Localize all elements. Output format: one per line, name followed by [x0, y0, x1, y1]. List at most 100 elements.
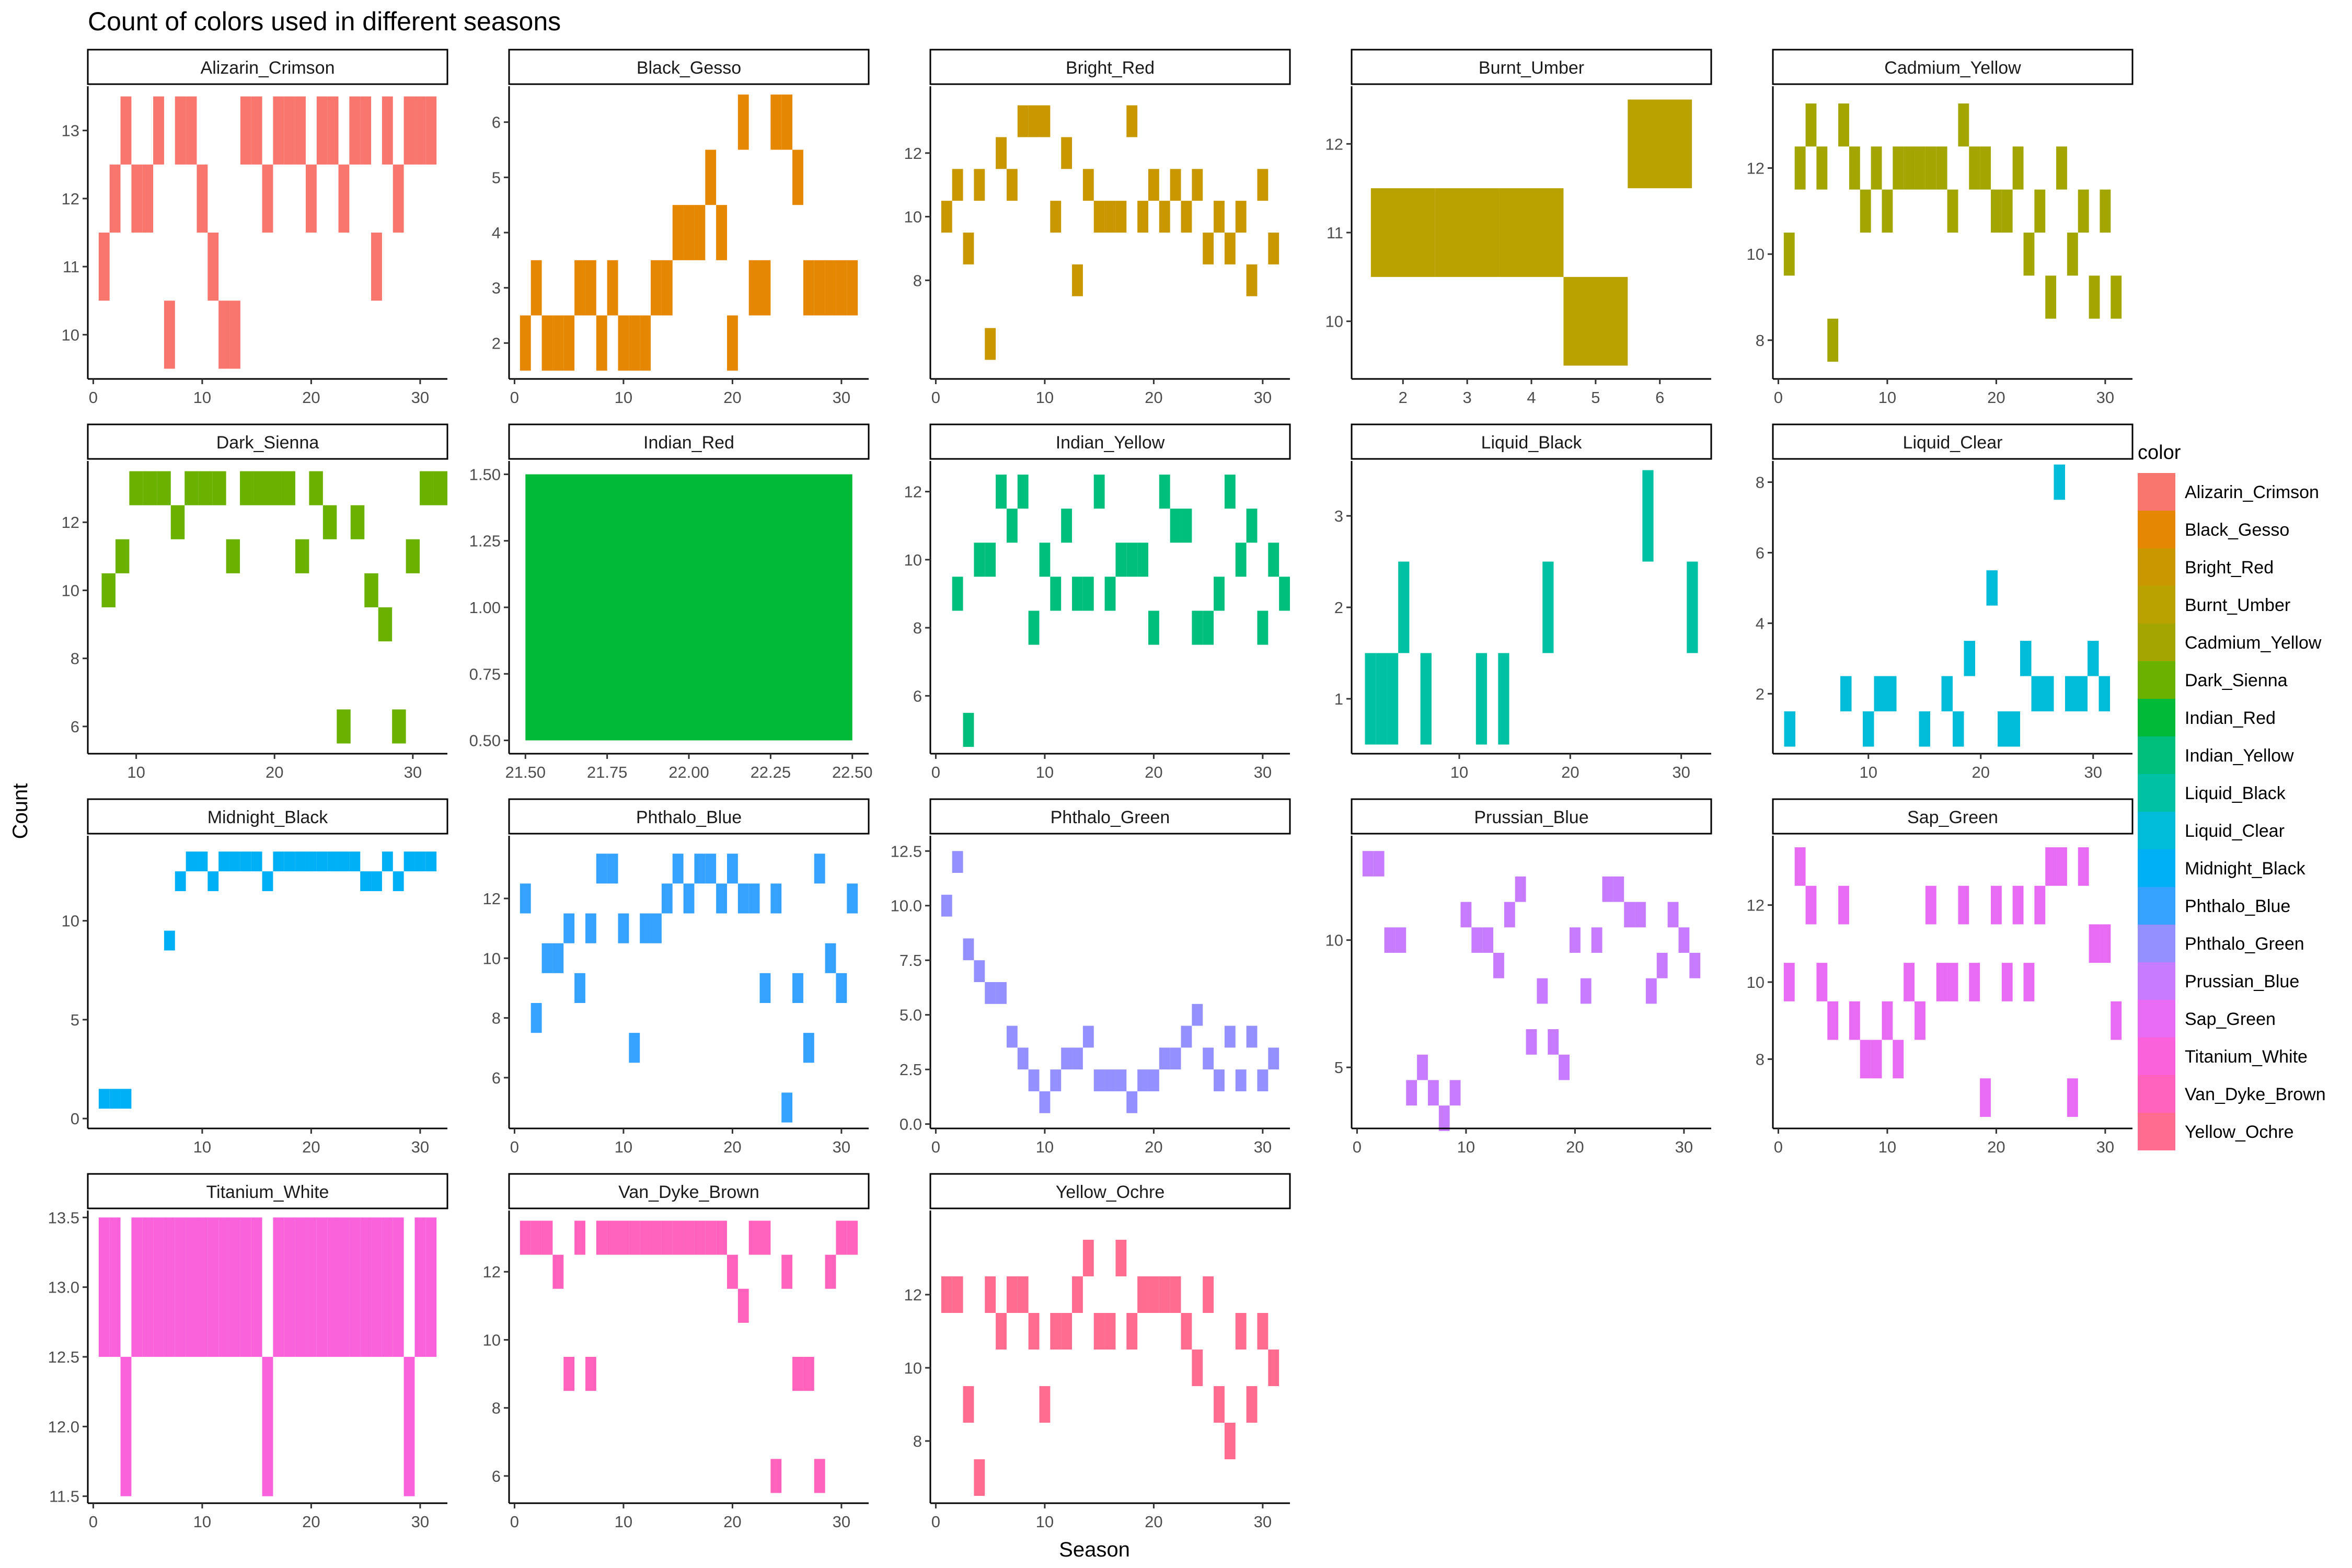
y-tick-label: 10	[62, 326, 79, 344]
heat-tile	[531, 260, 542, 316]
heat-tile	[1645, 978, 1657, 1004]
heat-tile	[207, 871, 219, 891]
x-tick-label: 0	[931, 1513, 940, 1531]
heat-tile	[1028, 610, 1040, 645]
heat-tile	[2001, 189, 2013, 233]
y-tick-label: 3	[1334, 507, 1343, 525]
legend-item: Midnight_Black	[2138, 849, 2306, 887]
facet-strip	[508, 49, 870, 85]
heat-tile	[316, 96, 328, 165]
heat-tile	[803, 1033, 814, 1063]
heat-tile	[1082, 1240, 1094, 1276]
heat-tile	[1559, 1054, 1570, 1080]
heat-tile	[1235, 1069, 1247, 1091]
heat-tile	[1591, 927, 1602, 953]
heat-tile	[1137, 1276, 1148, 1313]
heat-tile	[1061, 1313, 1073, 1350]
heat-tile	[952, 169, 963, 201]
heat-tile	[1039, 1386, 1051, 1423]
x-tick-label: 10	[1878, 388, 1896, 407]
heat-tile	[716, 1220, 727, 1255]
heat-tile	[1628, 99, 1692, 189]
y-tick-label: 8	[913, 271, 922, 290]
heat-tile	[1919, 711, 1930, 747]
heat-tile	[574, 973, 585, 1003]
legend-item: Bright_Red	[2138, 548, 2274, 586]
heat-tile	[737, 883, 749, 914]
heat-tile	[212, 471, 226, 505]
heat-tile	[305, 164, 317, 233]
heat-tile	[433, 471, 447, 505]
heat-tile	[1148, 1276, 1159, 1313]
heat-tile	[1893, 146, 1904, 190]
x-tick-label: 20	[1972, 763, 1990, 781]
heat-tile	[672, 205, 684, 260]
x-tick-label: 10	[1450, 763, 1468, 781]
heat-tile	[1915, 146, 1926, 190]
heat-tile	[2089, 275, 2100, 319]
facet-strip	[1351, 49, 1712, 85]
heat-tile	[1126, 105, 1138, 137]
heat-tile	[1104, 1069, 1116, 1091]
heat-tile	[1849, 1001, 1860, 1040]
heat-tile	[1257, 1313, 1269, 1350]
heat-tile	[963, 233, 974, 264]
heat-tile	[1827, 318, 1839, 362]
heat-tile	[1871, 146, 1882, 190]
heat-tile	[651, 1220, 662, 1255]
heat-tile	[963, 712, 974, 747]
heat-tile	[115, 539, 130, 573]
chart-title: Count of colors used in different season…	[88, 7, 561, 36]
heat-tile	[629, 1220, 640, 1255]
heat-tile	[1542, 561, 1554, 653]
legend: color Alizarin_Crimson Black_Gesso Bright_…	[2138, 442, 2326, 1150]
heat-tile	[2078, 847, 2089, 886]
heat-tile	[1126, 1313, 1138, 1350]
heat-tile	[2099, 676, 2110, 712]
heat-tile	[2045, 275, 2057, 319]
heat-tile	[1863, 711, 1874, 747]
x-axis-label: Season	[1059, 1538, 1130, 1561]
heat-tile	[952, 577, 963, 611]
heat-tile	[1816, 146, 1828, 190]
heat-tile	[985, 543, 996, 577]
heat-tile	[661, 260, 673, 316]
heat-tile	[520, 1220, 531, 1255]
y-tick-label: 6	[71, 718, 79, 736]
y-tick-label: 10	[1747, 973, 1765, 991]
heat-tile	[2076, 676, 2088, 712]
panel-titanium-white: Titanium_White 11.5 12.0 12.5 13.0 13.5 0 10 20 3…	[48, 1173, 448, 1531]
heat-tile	[2031, 676, 2043, 712]
heat-tile	[1214, 1386, 1225, 1423]
x-tick-label: 0	[1774, 1138, 1783, 1156]
heat-tile	[1028, 1069, 1040, 1091]
y-tick-label: 5	[492, 168, 501, 187]
heat-tile	[371, 871, 382, 891]
y-tick-label: 8	[1756, 331, 1765, 350]
x-tick-label: 5	[1591, 388, 1600, 407]
heat-tile	[1235, 201, 1247, 233]
heat-tile	[2034, 885, 2046, 925]
x-tick-label: 20	[266, 763, 283, 781]
heat-tile	[1860, 1040, 1871, 1079]
heat-tile	[1061, 137, 1073, 169]
legend-key	[2138, 962, 2175, 1000]
panel-prussian-blue: Prussian_Blue 5 10 0 10 20 30	[1325, 798, 1712, 1156]
heat-tile	[262, 1357, 273, 1496]
heat-tile	[207, 233, 219, 301]
panel-bright-red: Bright_Red 8 10 12 0 10 20 30	[904, 49, 1291, 407]
heat-tile	[295, 1217, 306, 1357]
heat-tile	[1126, 543, 1138, 577]
heat-tile	[175, 96, 186, 165]
heat-tile	[552, 315, 564, 371]
x-tick-label: 30	[1254, 1513, 1272, 1531]
facet-strip-label: Yellow_Ochre	[1056, 1182, 1165, 1202]
heat-tile	[1235, 543, 1247, 577]
y-tick-label: 13.5	[48, 1208, 79, 1227]
legend-key	[2138, 736, 2175, 774]
heat-tile	[1017, 1276, 1029, 1313]
heat-tile	[531, 1003, 542, 1033]
heat-tile	[262, 164, 273, 233]
heat-tile	[836, 260, 847, 316]
heat-tile	[974, 543, 985, 577]
